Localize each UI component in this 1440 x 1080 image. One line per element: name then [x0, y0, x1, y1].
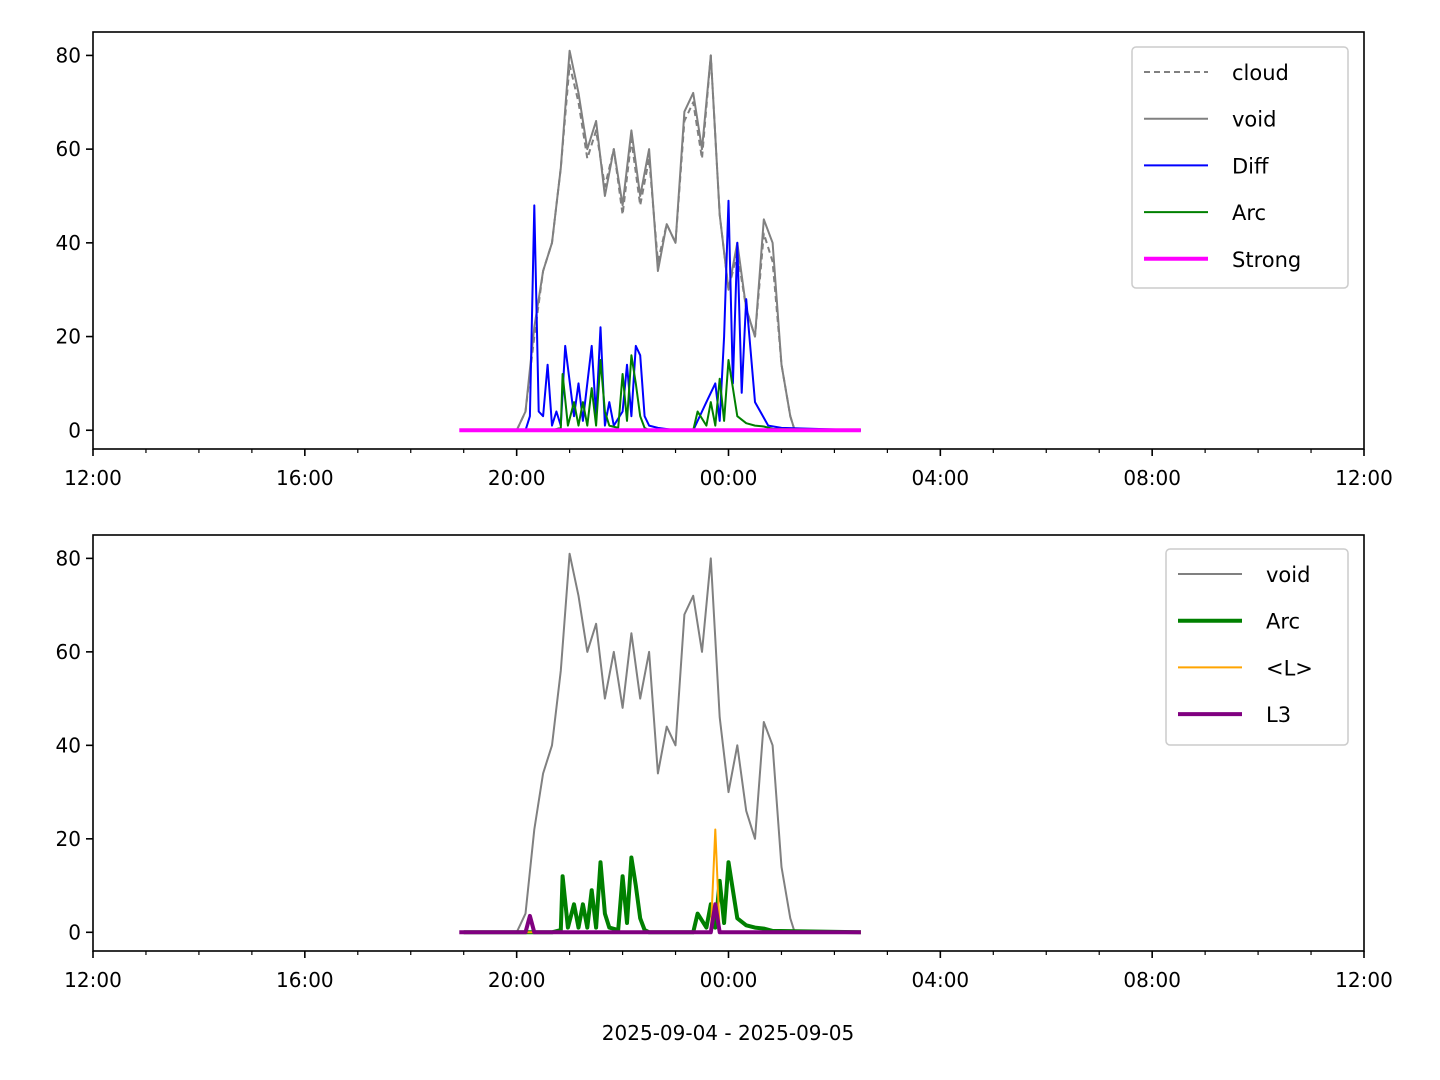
legend: cloud void Diff Arc Strong — [1131, 46, 1349, 289]
series-line-arc — [463, 354, 861, 432]
x-tick-label: 12:00 — [64, 968, 122, 992]
x-tick-label: 08:00 — [1123, 968, 1181, 992]
legend-label: void — [1266, 563, 1310, 587]
top-panel: 0 20 40 60 80 12:00 16:00 20:00 00:00 04:00 08:00 1… — [56, 31, 1393, 490]
legend-box — [1165, 548, 1349, 746]
x-tick-label: 12:00 — [64, 466, 122, 490]
series-line-void — [515, 552, 796, 933]
x-tick-label: 12:00 — [1335, 968, 1393, 992]
x-tick-label: 08:00 — [1123, 466, 1181, 490]
series-line-arc — [463, 855, 861, 935]
legend-label: <L> — [1266, 656, 1313, 680]
x-tick-label: 12:00 — [1335, 466, 1393, 490]
series-line-l3 — [459, 902, 861, 935]
legend-label: cloud — [1232, 61, 1289, 85]
legend-label: Arc — [1232, 201, 1266, 225]
y-tick-label: 80 — [56, 546, 81, 570]
x-tick-label: 20:00 — [488, 968, 546, 992]
x-tick-label: 00:00 — [700, 968, 758, 992]
series-group — [459, 552, 861, 935]
legend-label: Diff — [1232, 154, 1269, 178]
y-tick-label: 40 — [56, 231, 81, 255]
y-tick-label: 80 — [56, 43, 81, 67]
legend: void Arc <L> L3 — [1165, 548, 1349, 746]
y-tick-label: 20 — [56, 827, 81, 851]
y-tick-label: 40 — [56, 733, 81, 757]
series-line-diff — [463, 199, 861, 432]
series-line-void — [515, 49, 796, 431]
x-tick-label: 04:00 — [912, 466, 970, 490]
x-axis-label: 2025-09-04 - 2025-09-05 — [602, 1021, 854, 1045]
legend-label: void — [1232, 108, 1276, 132]
y-tick-label: 20 — [56, 325, 81, 349]
legend-label: Strong — [1232, 248, 1301, 272]
y-tick-label: 0 — [68, 920, 81, 944]
legend-label: Arc — [1266, 610, 1300, 634]
x-tick-label: 00:00 — [700, 466, 758, 490]
y-tick-label: 60 — [56, 137, 81, 161]
x-tick-label: 16:00 — [276, 466, 334, 490]
x-tick-label: 16:00 — [276, 968, 334, 992]
x-tick-label: 04:00 — [912, 968, 970, 992]
x-tick-label: 20:00 — [488, 466, 546, 490]
legend-label: L3 — [1266, 703, 1291, 727]
series-group — [459, 49, 861, 433]
bottom-panel: 0 20 40 60 80 12:00 16:00 20:00 00:00 04:00 08:00 1… — [56, 534, 1393, 992]
y-tick-label: 60 — [56, 640, 81, 664]
y-tick-label: 0 — [68, 418, 81, 442]
legend-box — [1131, 46, 1349, 289]
